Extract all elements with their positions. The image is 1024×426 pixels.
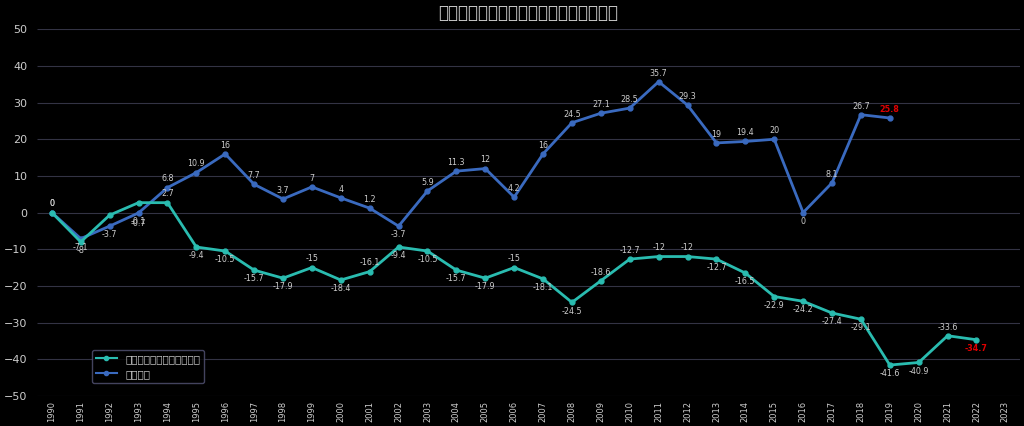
Legend: 価格推移（インフレ修正）, 価格推移: 価格推移（インフレ修正）, 価格推移 [92,350,204,383]
Text: -15.7: -15.7 [244,274,264,283]
Text: 2.7: 2.7 [161,190,174,199]
Text: 16: 16 [538,141,548,150]
Text: -18.1: -18.1 [532,283,553,292]
Text: 12: 12 [480,155,490,164]
Text: -24.2: -24.2 [793,305,813,314]
Text: 0: 0 [801,217,806,226]
Text: 29.3: 29.3 [679,92,696,101]
Text: 1.2: 1.2 [364,195,376,204]
Text: 6.8: 6.8 [161,175,174,184]
Text: -10.5: -10.5 [417,255,437,264]
Text: 4.2: 4.2 [508,184,520,193]
Text: 24.5: 24.5 [563,109,581,118]
Text: 27.1: 27.1 [592,100,609,109]
Text: -16.1: -16.1 [359,259,380,268]
Text: 0: 0 [49,199,54,208]
Text: -0.7: -0.7 [131,219,146,228]
Text: -17.9: -17.9 [475,282,496,291]
Text: -29.1: -29.1 [851,323,871,332]
Text: 35.7: 35.7 [650,69,668,78]
Text: -10.5: -10.5 [215,255,236,264]
Text: -33.6: -33.6 [937,322,957,331]
Text: 19.4: 19.4 [736,128,754,137]
Text: -12: -12 [652,243,666,252]
Text: -22.9: -22.9 [764,301,784,310]
Text: 11.3: 11.3 [447,158,465,167]
Text: -3.7: -3.7 [101,230,118,239]
Text: -40.9: -40.9 [908,367,929,376]
Text: 5.9: 5.9 [421,178,434,187]
Text: -41.6: -41.6 [880,369,900,378]
Text: 25.8: 25.8 [880,105,900,114]
Text: -27.4: -27.4 [821,317,843,326]
Text: -15: -15 [305,254,318,263]
Text: -34.7: -34.7 [965,344,988,353]
Text: -24.5: -24.5 [561,307,583,316]
Text: -15: -15 [508,254,520,263]
Text: 7.7: 7.7 [248,171,260,180]
Text: 28.5: 28.5 [621,95,639,104]
Text: -15.7: -15.7 [446,274,467,283]
Text: 20: 20 [769,126,779,135]
Text: -7.1: -7.1 [73,243,88,252]
Text: -12.7: -12.7 [707,263,727,272]
Text: -16.5: -16.5 [735,277,756,286]
Text: 16: 16 [220,141,230,150]
Text: -8: -8 [77,246,85,255]
Text: -9.4: -9.4 [391,251,407,260]
Text: 8.1: 8.1 [825,170,839,178]
Text: 4: 4 [338,185,343,194]
Text: -9.4: -9.4 [188,251,204,260]
Text: 0: 0 [49,199,54,208]
Text: -0.1: -0.1 [131,217,146,226]
Text: -17.9: -17.9 [272,282,293,291]
Text: 26.7: 26.7 [852,101,869,110]
Text: 7: 7 [309,174,314,183]
Text: 19: 19 [712,130,722,139]
Text: -12.7: -12.7 [620,246,640,255]
Text: 10.9: 10.9 [187,159,205,168]
Text: -18.4: -18.4 [331,284,351,293]
Title: アメリカの国内線の平均価格の指数変化: アメリカの国内線の平均価格の指数変化 [438,4,618,22]
Text: -3.7: -3.7 [391,230,407,239]
Text: -18.6: -18.6 [591,268,611,276]
Text: -12: -12 [681,243,694,252]
Text: 3.7: 3.7 [276,186,290,195]
